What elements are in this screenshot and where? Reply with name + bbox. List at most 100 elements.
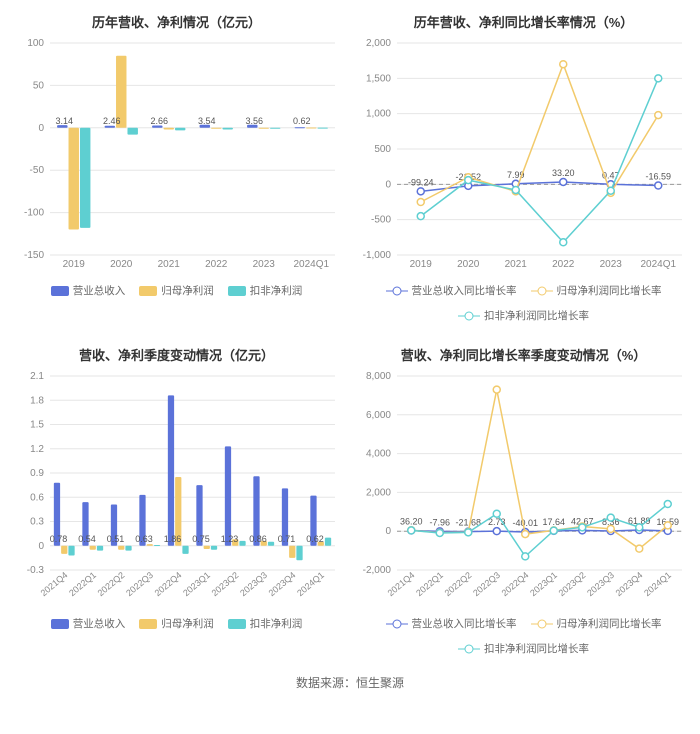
svg-text:-1,000: -1,000: [363, 250, 392, 261]
svg-text:17.64: 17.64: [542, 517, 565, 527]
legend-swatch: [139, 619, 157, 629]
svg-text:0: 0: [385, 526, 391, 537]
svg-text:1,000: 1,000: [366, 109, 391, 120]
svg-text:2.66: 2.66: [150, 116, 168, 126]
svg-text:2022Q1: 2022Q1: [414, 570, 445, 598]
legend-swatch: [139, 286, 157, 296]
legend-quarterly-values: 营业总收入归母净利润扣非净利润: [8, 610, 345, 639]
svg-text:2024Q1: 2024Q1: [293, 259, 329, 270]
legend-label: 营业总收入同比增长率: [412, 283, 517, 298]
legend-item: 扣非净利润: [228, 283, 303, 298]
svg-text:36.20: 36.20: [400, 516, 423, 526]
svg-text:3.14: 3.14: [55, 116, 73, 126]
plot-annual-values: -150-100-5005010020192020202120222023202…: [8, 37, 345, 277]
svg-text:2019: 2019: [63, 259, 86, 270]
legend-item: 营业总收入: [51, 283, 126, 298]
svg-text:6,000: 6,000: [366, 410, 391, 421]
legend-item: 扣非净利润同比增长率: [458, 641, 589, 656]
svg-text:2023Q1: 2023Q1: [528, 570, 559, 598]
svg-text:2023Q4: 2023Q4: [267, 570, 298, 598]
svg-text:-2,000: -2,000: [363, 565, 392, 576]
legend-swatch: [228, 286, 246, 296]
svg-text:2024Q1: 2024Q1: [640, 259, 676, 270]
panel-quarterly-values: 营收、净利季度变动情况（亿元） -0.300.30.60.91.21.51.82…: [8, 341, 345, 664]
svg-text:2020: 2020: [110, 259, 133, 270]
data-source: 数据来源：恒生聚源: [0, 668, 700, 703]
svg-text:2020: 2020: [457, 259, 480, 270]
legend-quarterly-growth: 营业总收入同比增长率归母净利润同比增长率扣非净利润同比增长率: [355, 610, 692, 664]
svg-text:-500: -500: [371, 215, 391, 226]
svg-text:1.2: 1.2: [30, 444, 44, 455]
svg-text:2022: 2022: [205, 259, 228, 270]
legend-swatch: [228, 619, 246, 629]
legend-swatch: [458, 311, 480, 321]
svg-text:2022Q3: 2022Q3: [471, 570, 502, 598]
svg-text:1.5: 1.5: [30, 420, 44, 431]
svg-text:4,000: 4,000: [366, 449, 391, 460]
svg-text:2023Q3: 2023Q3: [238, 570, 269, 598]
svg-text:2022Q1: 2022Q1: [67, 570, 98, 598]
svg-text:0.54: 0.54: [78, 534, 96, 544]
svg-text:-7.96: -7.96: [429, 517, 450, 527]
svg-text:1.23: 1.23: [221, 534, 239, 544]
svg-text:33.20: 33.20: [552, 168, 575, 178]
svg-text:0.3: 0.3: [30, 517, 44, 528]
svg-text:2023Q4: 2023Q4: [614, 570, 645, 598]
legend-label: 营业总收入: [73, 283, 126, 298]
svg-text:1.86: 1.86: [164, 534, 182, 544]
legend-annual-values: 营业总收入 归母净利润扣非净利润: [8, 277, 345, 306]
svg-text:2024Q1: 2024Q1: [295, 570, 326, 598]
panel-title: 营收、净利季度变动情况（亿元）: [8, 341, 345, 370]
svg-text:0.9: 0.9: [30, 468, 44, 479]
chart-grid: 历年营收、净利情况（亿元） -150-100-50050100201920202…: [0, 0, 700, 668]
legend-label: 归母净利润: [161, 616, 214, 631]
svg-text:2021: 2021: [505, 259, 528, 270]
panel-title: 历年营收、净利同比增长率情况（%）: [355, 8, 692, 37]
svg-text:0.75: 0.75: [192, 534, 210, 544]
legend-item: 归母净利润同比增长率: [531, 616, 662, 631]
svg-text:2022Q4: 2022Q4: [153, 570, 184, 598]
svg-text:-40.01: -40.01: [512, 518, 538, 528]
svg-text:50: 50: [33, 80, 45, 91]
svg-text:2022Q2: 2022Q2: [96, 570, 127, 598]
svg-text:2021: 2021: [158, 259, 181, 270]
svg-text:0.51: 0.51: [107, 534, 125, 544]
svg-text:2022: 2022: [552, 259, 575, 270]
legend-annual-growth: 营业总收入同比增长率归母净利润同比增长率扣非净利润同比增长率: [355, 277, 692, 331]
svg-text:2022Q3: 2022Q3: [124, 570, 155, 598]
svg-text:0.62: 0.62: [293, 116, 311, 126]
svg-text:2022Q2: 2022Q2: [443, 570, 474, 598]
svg-text:0: 0: [38, 123, 44, 134]
legend-swatch: [386, 619, 408, 629]
legend-item: 营业总收入同比增长率: [386, 283, 517, 298]
legend-label: 扣非净利润同比增长率: [484, 641, 589, 656]
legend-item: 归母净利润同比增长率: [531, 283, 662, 298]
svg-text:0.71: 0.71: [278, 534, 296, 544]
svg-text:0.63: 0.63: [135, 534, 153, 544]
legend-item: 归母净利润: [139, 616, 214, 631]
svg-text:-16.59: -16.59: [645, 172, 671, 182]
svg-text:3.56: 3.56: [245, 116, 263, 126]
svg-text:2022Q4: 2022Q4: [500, 570, 531, 598]
panel-annual-growth: 历年营收、净利同比增长率情况（%） -1,000-50005001,0001,5…: [355, 8, 692, 331]
legend-label: 归母净利润: [161, 283, 214, 298]
svg-text:0: 0: [385, 179, 391, 190]
svg-text:0: 0: [38, 541, 44, 552]
svg-text:0.86: 0.86: [249, 534, 267, 544]
legend-swatch: [51, 619, 69, 629]
svg-text:0.6: 0.6: [30, 492, 44, 503]
svg-text:2,000: 2,000: [366, 38, 391, 49]
plot-quarterly-values: -0.300.30.60.91.21.51.82.12021Q42022Q120…: [8, 370, 345, 610]
svg-text:2024Q1: 2024Q1: [642, 570, 673, 598]
svg-text:2023Q2: 2023Q2: [210, 570, 241, 598]
legend-item: 营业总收入同比增长率: [386, 616, 517, 631]
svg-text:2.46: 2.46: [103, 116, 121, 126]
svg-text:1,500: 1,500: [366, 73, 391, 84]
panel-annual-values: 历年营收、净利情况（亿元） -150-100-50050100201920202…: [8, 8, 345, 331]
svg-text:100: 100: [27, 38, 44, 49]
legend-label: 营业总收入: [73, 616, 126, 631]
svg-text:2019: 2019: [410, 259, 433, 270]
legend-label: 扣非净利润同比增长率: [484, 308, 589, 323]
svg-text:2023Q1: 2023Q1: [181, 570, 212, 598]
svg-text:-150: -150: [24, 250, 44, 261]
